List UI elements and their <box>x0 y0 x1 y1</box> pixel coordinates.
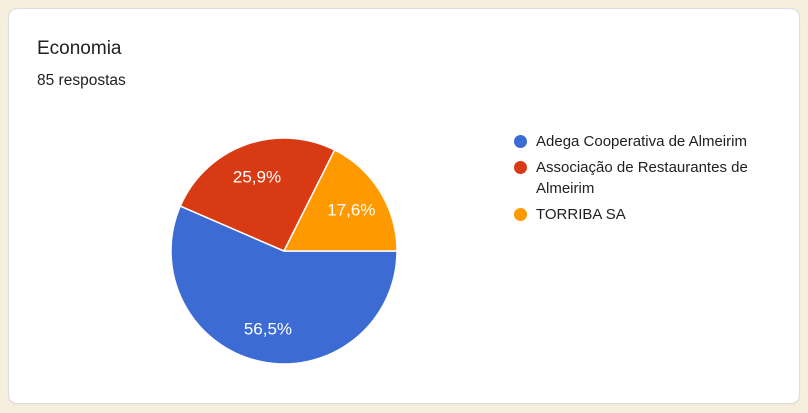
legend-swatch-icon <box>514 135 527 148</box>
pie-slice-1[interactable] <box>179 137 336 252</box>
chart-legend: Adega Cooperativa de Almeirim Associação … <box>514 131 778 230</box>
response-count: 85 respostas <box>37 72 126 89</box>
legend-label: Adega Cooperativa de Almeirim <box>536 133 747 150</box>
pie-slice-2[interactable] <box>283 149 398 252</box>
pie-chart: 56,5% 25,9% 17,6% <box>170 137 398 365</box>
pie-slice-label-1: 25,9% <box>233 168 281 187</box>
chart-card: Economia 85 respostas 56,5% 25,9% 17,6% Ad… <box>8 8 800 404</box>
legend-swatch-icon <box>514 208 527 221</box>
question-title: Economia <box>37 38 122 59</box>
legend-item-0: Adega Cooperativa de Almeirim <box>514 131 778 152</box>
pie-slice-label-2: 17,6% <box>327 200 375 219</box>
legend-label: TORRIBA SA <box>536 206 626 223</box>
pie-slice-0[interactable] <box>170 205 398 365</box>
legend-label: Associação de Restaurantes de Almeirim <box>536 159 748 197</box>
legend-item-1: Associação de Restaurantes de Almeirim <box>514 157 778 199</box>
legend-item-2: TORRIBA SA <box>514 204 778 225</box>
legend-swatch-icon <box>514 161 527 174</box>
pie-slice-label-0: 56,5% <box>244 319 292 338</box>
